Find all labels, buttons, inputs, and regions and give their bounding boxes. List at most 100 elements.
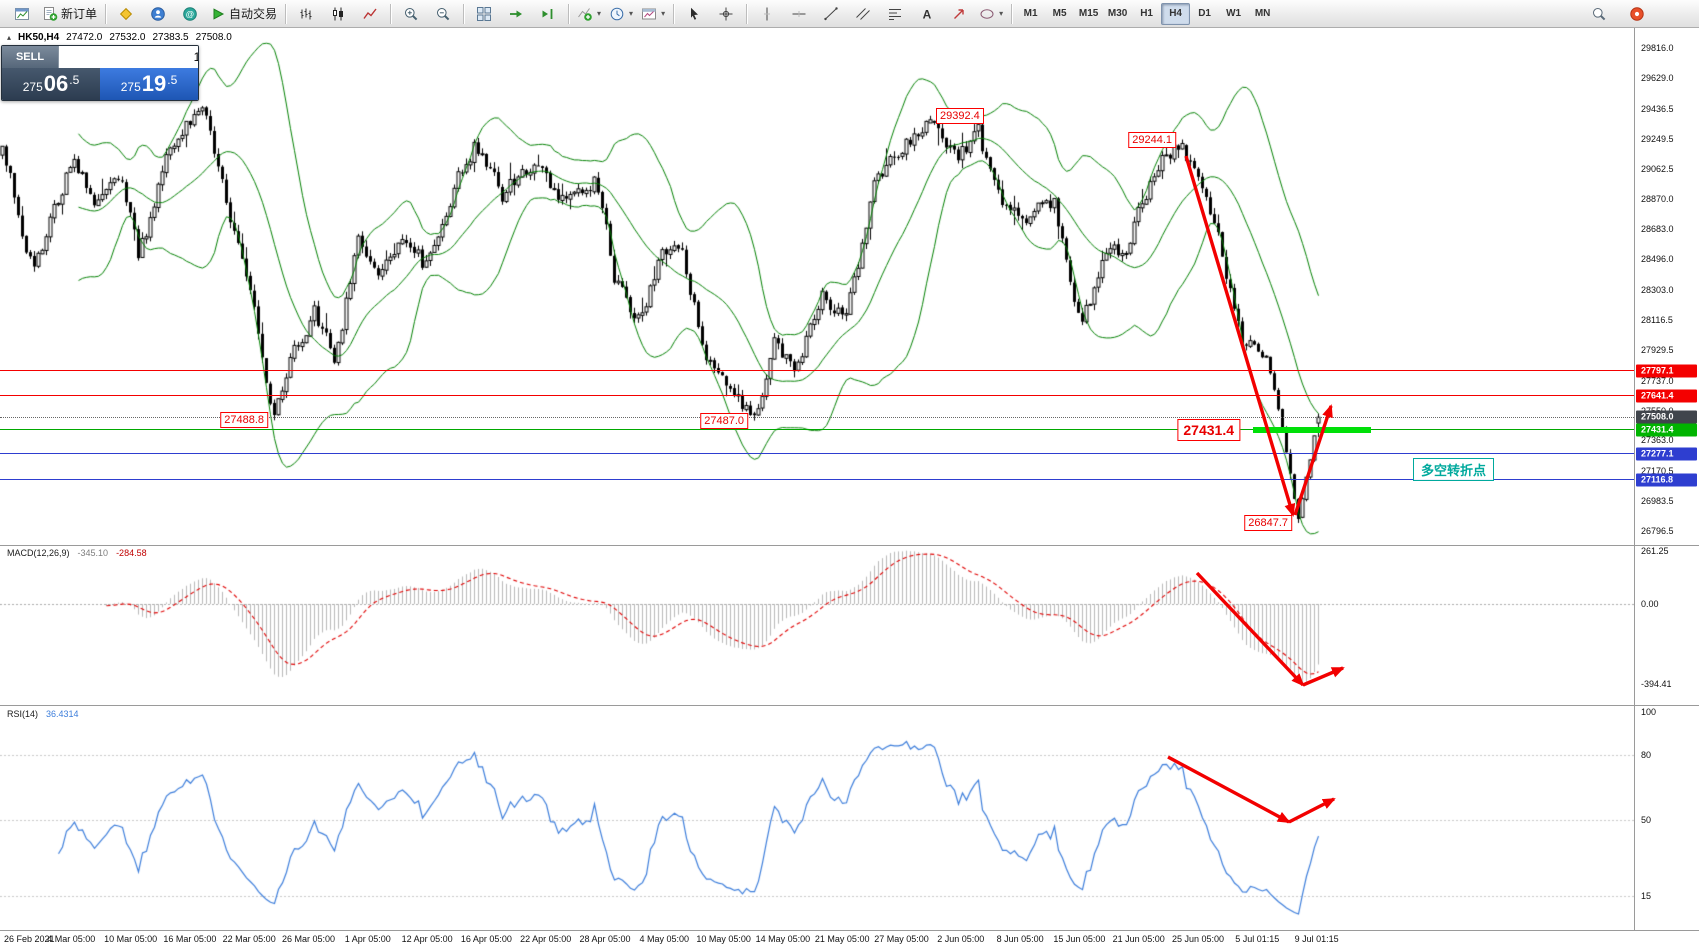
indicators-icon bbox=[578, 7, 592, 21]
resistance-line-27797[interactable] bbox=[0, 370, 1634, 372]
axis-tick: 29436.5 bbox=[1641, 103, 1674, 114]
timeframe-mn-button[interactable]: MN bbox=[1254, 8, 1271, 19]
toolbar-separator bbox=[568, 3, 570, 24]
turning-point-line[interactable] bbox=[0, 428, 1634, 430]
axis-tick: 80 bbox=[1641, 750, 1652, 761]
macd-canvas[interactable] bbox=[0, 546, 1634, 705]
timeframe-m5-button[interactable]: M5 bbox=[1052, 8, 1067, 19]
trendline-button[interactable] bbox=[815, 2, 847, 26]
shapes-button[interactable]: ▾ bbox=[975, 2, 1007, 26]
search-button[interactable] bbox=[1583, 2, 1615, 26]
timeframe-m15-button[interactable]: M15 bbox=[1078, 8, 1099, 19]
price-callout-29244.1[interactable]: 29244.1 bbox=[1128, 131, 1176, 148]
indicators-button[interactable]: ▾ bbox=[573, 2, 605, 26]
axis-tick: 29062.5 bbox=[1641, 163, 1674, 174]
price-callout-26847.7[interactable]: 26847.7 bbox=[1244, 514, 1292, 531]
sell-button[interactable]: SELL bbox=[2, 46, 58, 68]
timeframe-h1-button[interactable]: H1 bbox=[1140, 8, 1153, 19]
rsi-value: 36.4314 bbox=[46, 709, 79, 719]
zoom-out-button[interactable] bbox=[427, 2, 459, 26]
support-line-27277[interactable] bbox=[0, 453, 1634, 455]
zoom-in-button[interactable] bbox=[395, 2, 427, 26]
tile-windows-button[interactable] bbox=[468, 2, 500, 26]
vertical-line-icon bbox=[764, 7, 771, 20]
vertical-line-button[interactable] bbox=[751, 2, 783, 26]
toolbar: 新订单 @ 自动交易 ▾ ▾ ▾ A ▾ M1 M5 M15 M30 H1 H4 D1 W1 MN bbox=[0, 0, 1699, 28]
resistance-line-27641[interactable] bbox=[0, 395, 1634, 397]
chart-shift-button[interactable] bbox=[532, 2, 564, 26]
autotrading-button-label: 自动交易 bbox=[229, 7, 278, 21]
rsi-pane-separator[interactable] bbox=[0, 705, 1699, 706]
toolbar-right-group bbox=[1583, 2, 1693, 26]
price-tag-27116.8: 27116.8 bbox=[1636, 473, 1697, 487]
low-value: 27383.5 bbox=[152, 32, 189, 43]
time-axis-label: 16 Mar 05:00 bbox=[163, 934, 217, 944]
notification-icon bbox=[1630, 6, 1644, 21]
timeframe-m30-button[interactable]: M30 bbox=[1107, 8, 1128, 19]
price-tag-27431.4: 27431.4 bbox=[1636, 423, 1697, 437]
time-axis-label: 2 Jun 05:00 bbox=[937, 934, 985, 944]
volume-input[interactable] bbox=[59, 46, 198, 68]
axis-tick: 261.25 bbox=[1641, 545, 1669, 556]
symbol-timeframe-label: HK50,H4 bbox=[18, 32, 60, 43]
current-price-line[interactable] bbox=[0, 416, 1634, 418]
timeframe-h4-button[interactable]: H4 bbox=[1161, 2, 1191, 25]
text-button[interactable]: A bbox=[911, 2, 943, 26]
price-callout-27487.0[interactable]: 27487.0 bbox=[700, 412, 748, 429]
macd-name: MACD(12,26,9) bbox=[7, 548, 70, 558]
time-axis-label: 8 Jun 05:00 bbox=[996, 934, 1044, 944]
horizontal-line-icon bbox=[792, 10, 806, 17]
auto-scroll-button[interactable] bbox=[500, 2, 532, 26]
autotrading-button[interactable]: 自动交易 bbox=[206, 2, 281, 26]
timeframe-m1-button[interactable]: M1 bbox=[1023, 8, 1038, 19]
price-part: 06 bbox=[43, 71, 69, 96]
buy-price[interactable]: 275 19.5 bbox=[100, 68, 198, 100]
time-axis[interactable]: 26 Feb 2021 4 Mar 05:00 10 Mar 05:00 16 Mar… bbox=[0, 930, 1699, 948]
trendline-icon bbox=[824, 6, 838, 20]
macd-pane-separator[interactable] bbox=[0, 545, 1699, 546]
new-chart-button[interactable] bbox=[6, 2, 38, 26]
price-callout-29392.4[interactable]: 29392.4 bbox=[936, 107, 984, 124]
community-button[interactable] bbox=[142, 2, 174, 26]
line-chart-button[interactable] bbox=[354, 2, 386, 26]
timeframe-w1-button[interactable]: W1 bbox=[1226, 8, 1242, 19]
price-callout-27488.8[interactable]: 27488.8 bbox=[220, 412, 268, 429]
bar-chart-button[interactable] bbox=[290, 2, 322, 26]
axis-tick: 27550.0 bbox=[1641, 406, 1674, 416]
sell-price[interactable]: 275 06.5 bbox=[2, 68, 100, 100]
time-axis-label: 1 Apr 05:00 bbox=[344, 934, 391, 944]
time-axis-label: 21 May 05:00 bbox=[814, 934, 870, 944]
time-axis-label: 5 Jul 01:15 bbox=[1235, 934, 1280, 944]
axis-tick: 28683.0 bbox=[1641, 224, 1674, 235]
arrows-button[interactable] bbox=[943, 2, 975, 26]
options-button[interactable]: @ bbox=[174, 2, 206, 26]
axis-tick: 26983.5 bbox=[1641, 496, 1674, 507]
time-axis-label: 28 Apr 05:00 bbox=[579, 934, 631, 944]
turning-point-annotation[interactable]: 多空转折点 bbox=[1413, 458, 1495, 481]
candlestick-chart-button[interactable] bbox=[322, 2, 354, 26]
fibonacci-button[interactable] bbox=[879, 2, 911, 26]
horizontal-line-button[interactable] bbox=[783, 2, 815, 26]
time-axis-label: 26 Feb 2021 bbox=[4, 934, 55, 944]
rsi-canvas[interactable] bbox=[0, 706, 1634, 930]
templates-button[interactable]: ▾ bbox=[637, 2, 669, 26]
price-callout-27431.4[interactable]: 27431.4 bbox=[1177, 418, 1240, 441]
axis-tick: 29249.5 bbox=[1641, 133, 1674, 144]
timeframe-d1-button[interactable]: D1 bbox=[1198, 8, 1211, 19]
cursor-button[interactable] bbox=[678, 2, 710, 26]
support-line-27116[interactable] bbox=[0, 479, 1634, 481]
turning-point-highlight-segment[interactable] bbox=[1253, 426, 1371, 433]
main-chart-canvas[interactable] bbox=[0, 28, 1634, 545]
channel-button[interactable] bbox=[847, 2, 879, 26]
metaeditor-button[interactable] bbox=[110, 2, 142, 26]
periods-button[interactable]: ▾ bbox=[605, 2, 637, 26]
notification-button[interactable] bbox=[1621, 2, 1653, 26]
channel-icon bbox=[856, 7, 870, 20]
new-chart-icon bbox=[15, 7, 29, 20]
axis-tick: 27170.5 bbox=[1641, 466, 1674, 477]
axis-tick: 27929.5 bbox=[1641, 344, 1674, 355]
crosshair-button[interactable] bbox=[710, 2, 742, 26]
chart-area: 27797.1 27641.4 27508.0 27431.4 27277.1 27116… bbox=[0, 28, 1699, 948]
new-order-button[interactable]: 新订单 bbox=[38, 2, 101, 26]
